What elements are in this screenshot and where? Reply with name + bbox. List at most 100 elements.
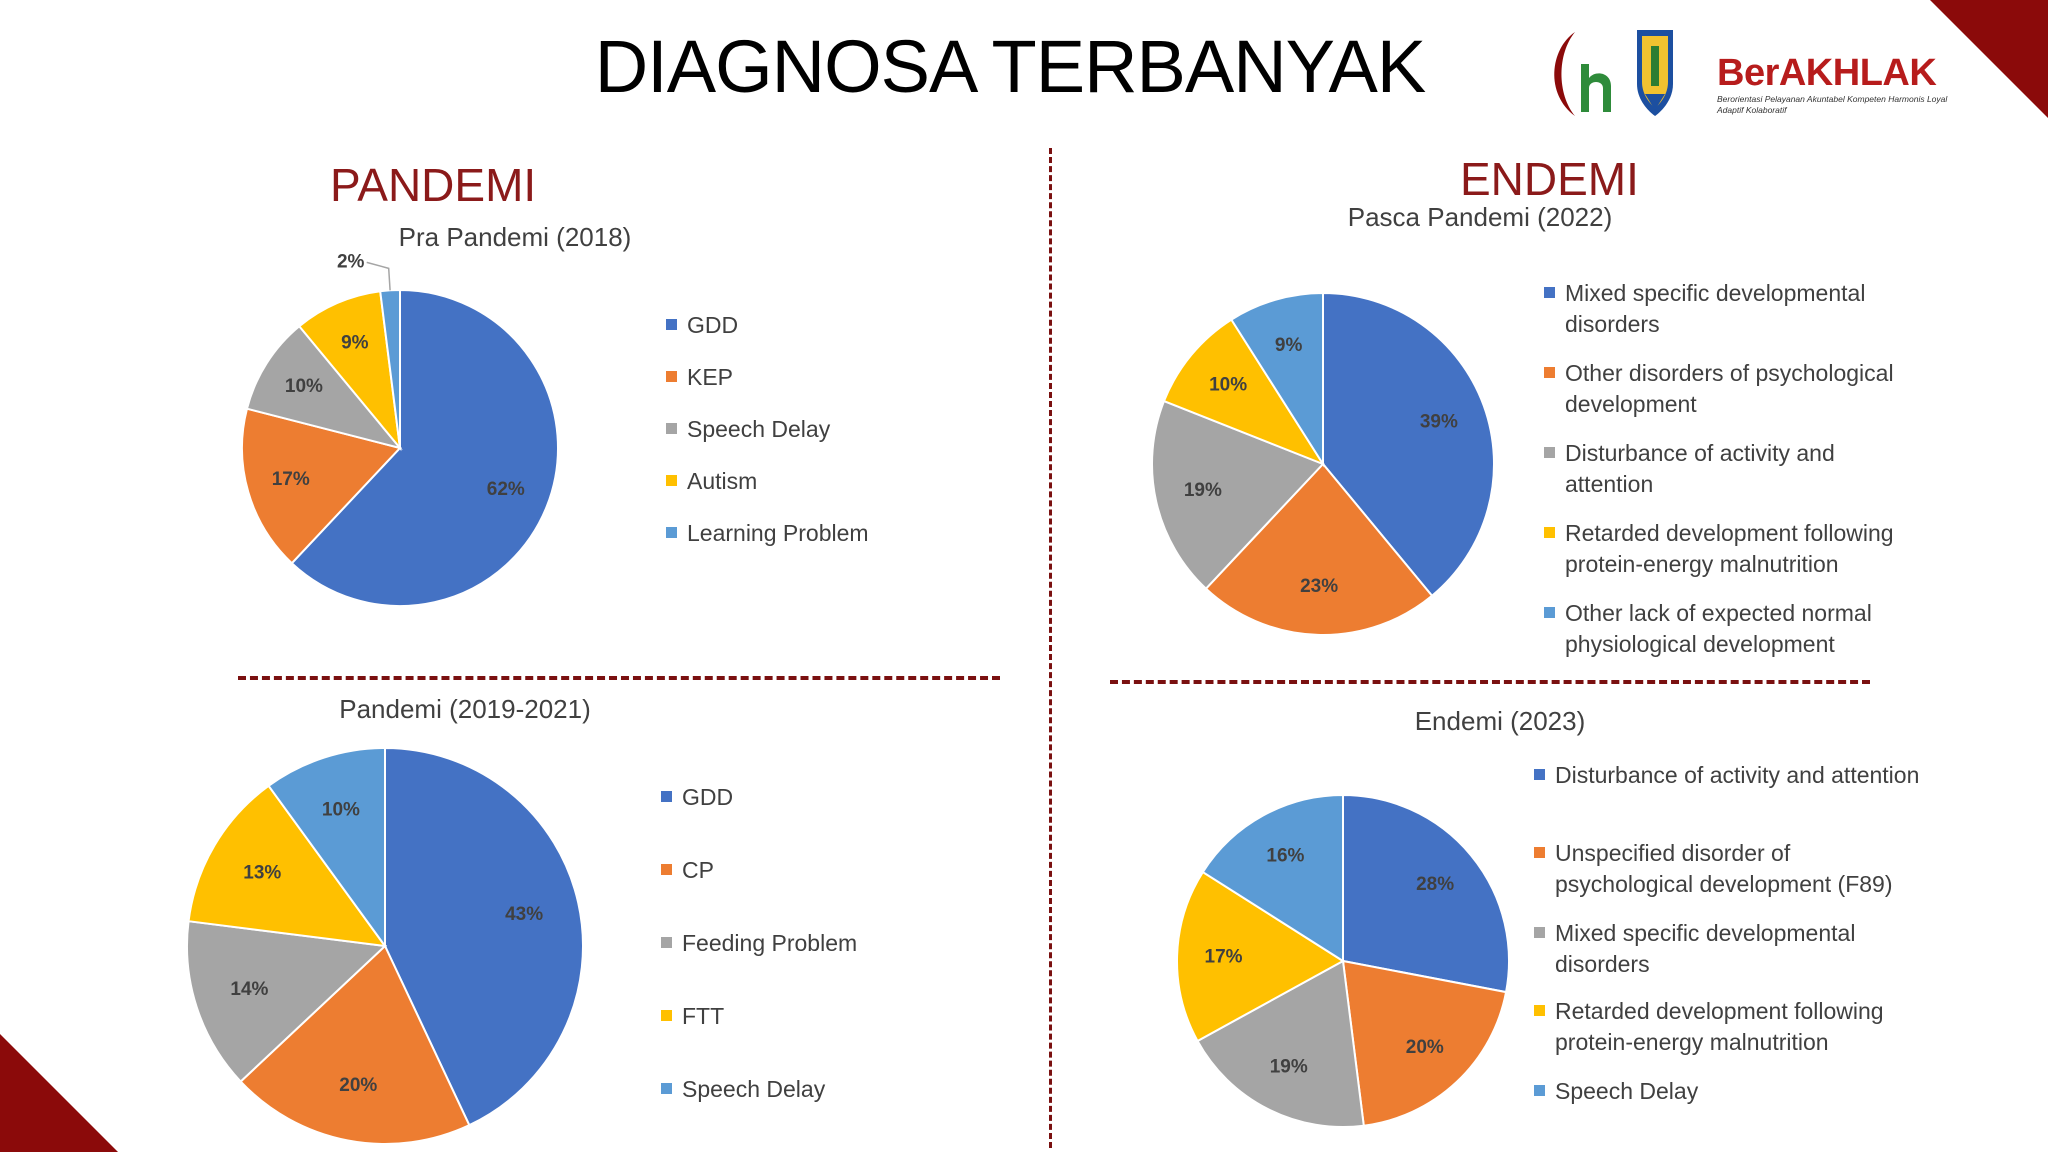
legend-swatch [661,1083,672,1094]
legend-label: FTT [682,1003,725,1029]
legend-swatch [1534,847,1545,858]
legend-item: Other lack of expected normal physiologi… [1544,598,1924,660]
legend-item: Other disorders of psychological develop… [1544,358,1924,420]
pie-data-label: 16% [1266,845,1304,866]
pie-slice [186,920,388,1083]
pie-slice [1341,959,1508,1127]
pie-data-label: 10% [322,799,360,820]
pie-data-label: 9% [1275,335,1303,356]
legend-label: Unspecified disorder of psychological de… [1555,840,1893,897]
legend-label: Feeding Problem [682,930,858,956]
legend-label: CP [682,857,714,883]
legend-swatch [666,319,677,330]
legend-swatch [1534,1005,1545,1016]
pie-data-label: 20% [1406,1037,1444,1058]
logo-tagline: Berorientasi Pelayanan Akuntabel Kompete… [1717,94,1948,115]
section-title-pandemi: PANDEMI [330,159,537,211]
logo-name: BerAKHLAK [1717,52,1937,94]
section-title-endemi: ENDEMI [1460,153,1639,205]
logo-area: BerAKHLAK Berorientasi Pelayanan Akuntab… [1545,24,1975,124]
pie-data-label: 62% [487,479,525,500]
pie-data-label: 10% [1209,375,1247,396]
pie-chart-pasca-pandemi: 39% 23% 19% 10% 9% [1151,291,1496,637]
legend-label: Other lack of expected normal physiologi… [1565,600,1872,657]
legend-label: Speech Delay [682,1076,826,1102]
pie-data-label: 10% [285,376,323,397]
legend-swatch [666,371,677,382]
legend-swatch [666,475,677,486]
pie-slice [1196,959,1365,1128]
pie-slice [1201,793,1344,963]
legend-swatch [1544,447,1555,458]
legend-label: Speech Delay [687,416,831,442]
horizontal-divider-right [1110,680,1870,684]
pie-data-label: 19% [1184,480,1222,501]
chart-title-pra-pandemi: Pra Pandemi (2018) [398,222,632,252]
legend-label: Mixed specific developmental disorders [1555,920,1856,977]
pie-slice [384,746,584,1127]
page-title: DIAGNOSA TERBANYAK [594,25,1427,108]
horizontal-divider-left [238,676,1000,680]
pie-data-label: 9% [341,333,369,354]
vertical-divider [1049,148,1052,1148]
legend-item: GDD [661,782,901,813]
legend-swatch [1534,1085,1545,1096]
legend-swatch [666,423,677,434]
pie-slice [1229,291,1324,468]
legend-item: Mixed specific developmental disorders [1544,278,1924,340]
legend-swatch [661,1010,672,1021]
legend-item: Unspecified disorder of psychological de… [1534,838,1934,900]
legend-swatch [1544,287,1555,298]
legend-swatch [1544,527,1555,538]
legend-item: Speech Delay [661,1074,901,1105]
legend-label: Learning Problem [687,520,869,546]
legend-swatch [1544,607,1555,618]
legend-item: FTT [661,1001,901,1032]
legend-label: Retarded development following protein-e… [1565,520,1894,577]
legend-swatch [1534,769,1545,780]
pie-slice [1204,462,1434,637]
pie-data-label: 19% [1270,1057,1308,1078]
legend-label: Retarded development following protein-e… [1555,998,1884,1055]
pie-slice [1322,291,1496,598]
legend-swatch [661,864,672,875]
chart-title-endemi: Endemi (2023) [1414,706,1586,736]
legend-item: Speech Delay [1534,1076,1934,1107]
legend-label: GDD [687,312,739,338]
pie-data-label: 39% [1420,411,1458,432]
legend-label: GDD [682,784,734,810]
pie-slice [267,746,386,950]
pie-data-label: 20% [339,1075,377,1096]
pie-slice [290,288,559,607]
legend-item: Retarded development following protein-e… [1534,996,1934,1058]
legend-swatch [661,791,672,802]
legend-label: Autism [687,468,758,494]
corner-decoration-bottom-left [0,1034,118,1152]
legend-item: Disturbance of activity and attention [1544,438,1924,500]
pie-data-label: 28% [1416,874,1454,895]
hospital-logo-icon [1554,32,1575,116]
pie-data-label: 2% [337,251,365,272]
pie-slice [297,290,402,452]
pie-slice [1162,318,1326,467]
legend-item: GDD [666,310,906,341]
legend-swatch [661,937,672,948]
pie-slice [245,324,403,450]
pie-slice [1342,793,1510,994]
chart-title-pandemi: Pandemi (2019-2021) [339,694,591,724]
legend-label: Speech Delay [1555,1078,1699,1104]
pie-data-label: 17% [272,469,310,490]
pie-slice [239,944,471,1145]
legend-swatch [1534,927,1545,938]
pie-data-label: 17% [1205,946,1243,967]
legend-item: Retarded development following protein-e… [1544,518,1924,580]
pie-data-label: 13% [243,862,281,883]
legend-label: Other disorders of psychological develop… [1565,360,1894,417]
pie-slice [187,784,388,948]
logo-icons [1554,30,1673,116]
legend-swatch [666,527,677,538]
pie-chart-pra-pandemi: 62% 17% 10% 9% 2% [241,251,559,607]
leader-line [366,261,391,291]
legend-item: Autism [666,466,906,497]
legend-item: KEP [666,362,906,393]
